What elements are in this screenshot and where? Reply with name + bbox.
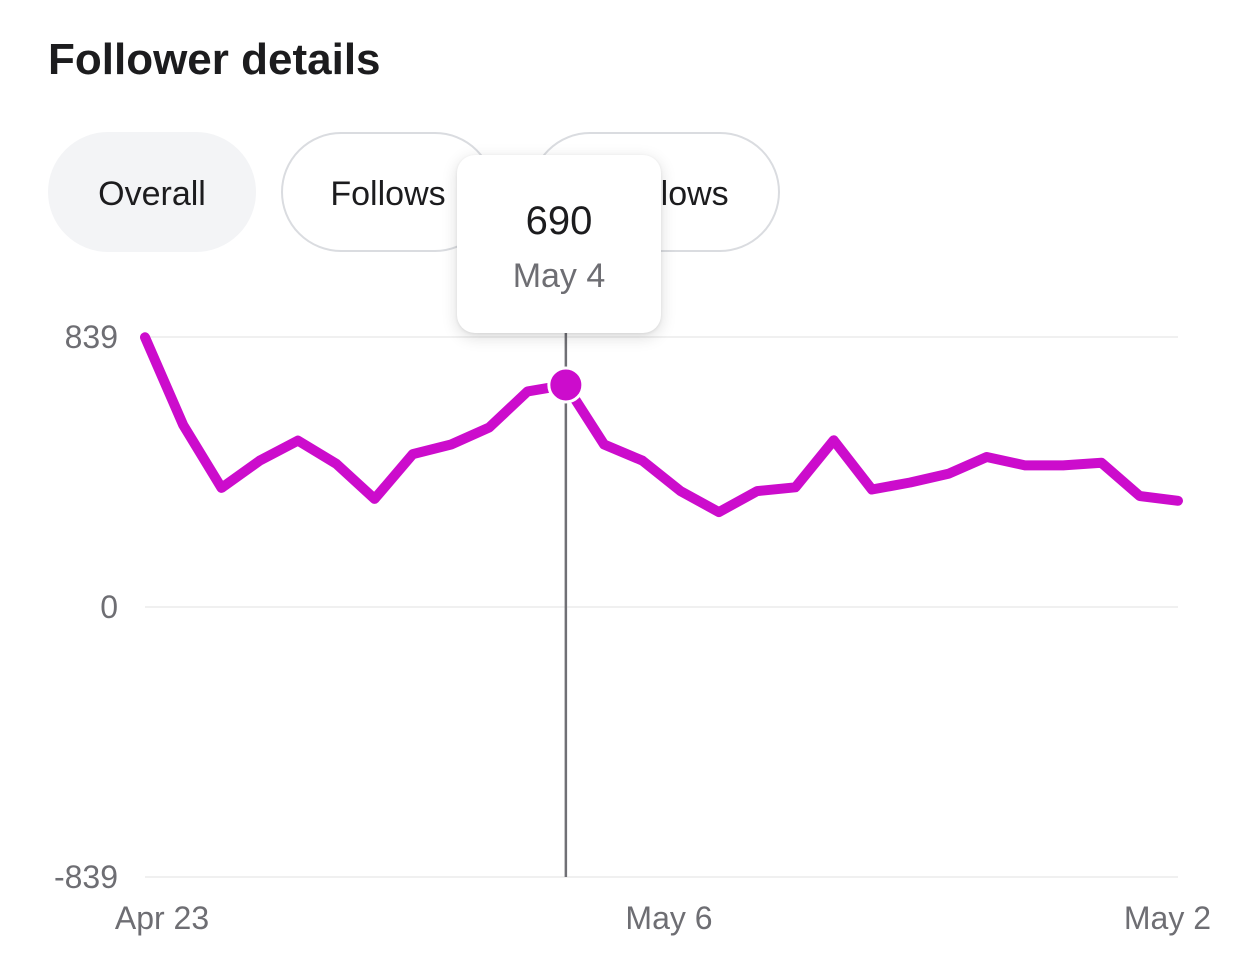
data-point[interactable] bbox=[942, 468, 954, 480]
y-axis-ticks: 839 0 -839 bbox=[54, 319, 118, 895]
data-point[interactable] bbox=[254, 455, 266, 467]
data-point[interactable] bbox=[1057, 459, 1069, 471]
highlight-point[interactable] bbox=[547, 366, 585, 404]
data-point[interactable] bbox=[445, 438, 457, 450]
data-point[interactable] bbox=[981, 451, 993, 463]
tooltip-date: May 4 bbox=[512, 257, 606, 295]
page-title: Follower details bbox=[48, 35, 381, 84]
data-point[interactable] bbox=[598, 438, 610, 450]
data-point[interactable] bbox=[866, 484, 878, 496]
series-line[interactable] bbox=[140, 332, 1183, 518]
data-point[interactable] bbox=[216, 482, 228, 494]
data-point[interactable] bbox=[1134, 490, 1146, 502]
x-tick-label: May 2 bbox=[1124, 900, 1211, 936]
data-point[interactable] bbox=[139, 331, 151, 343]
x-axis-ticks: Apr 23 May 6 May 2 bbox=[115, 900, 1211, 936]
data-point[interactable] bbox=[407, 448, 419, 460]
y-tick-label: 0 bbox=[100, 589, 118, 625]
tooltip-value: 690 bbox=[525, 199, 593, 243]
data-point[interactable] bbox=[904, 476, 916, 488]
data-point[interactable] bbox=[713, 506, 725, 518]
tab-overall[interactable]: Overall bbox=[48, 132, 256, 252]
x-tick-label: Apr 23 bbox=[115, 900, 209, 936]
y-tick-label: -839 bbox=[54, 859, 118, 895]
x-tick-label: May 6 bbox=[625, 900, 712, 936]
data-point[interactable] bbox=[369, 493, 381, 505]
data-point[interactable] bbox=[522, 385, 534, 397]
data-point[interactable] bbox=[751, 485, 763, 497]
data-point[interactable] bbox=[1172, 495, 1184, 507]
data-point[interactable] bbox=[177, 419, 189, 431]
data-point[interactable] bbox=[330, 458, 342, 470]
data-point[interactable] bbox=[1095, 457, 1107, 469]
grid-lines bbox=[145, 336, 1178, 878]
y-tick-label: 839 bbox=[65, 319, 118, 355]
data-point[interactable] bbox=[483, 421, 495, 433]
chart-tooltip: 690 May 4 bbox=[457, 155, 661, 333]
data-point[interactable] bbox=[675, 485, 687, 497]
data-point[interactable] bbox=[789, 481, 801, 493]
data-point[interactable] bbox=[292, 435, 304, 447]
data-points[interactable] bbox=[139, 331, 1184, 518]
data-point[interactable] bbox=[636, 455, 648, 467]
data-point[interactable] bbox=[828, 434, 840, 446]
data-point[interactable] bbox=[1019, 459, 1031, 471]
